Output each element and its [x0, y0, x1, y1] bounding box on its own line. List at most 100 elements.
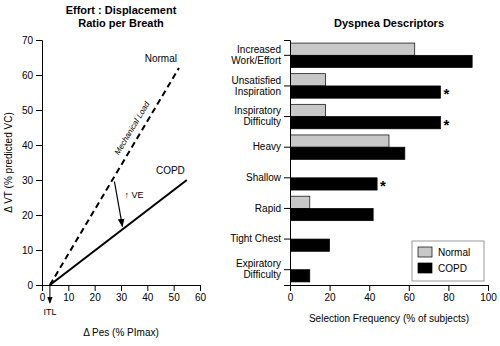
tick-mark — [36, 40, 42, 41]
text-line: Effort : Displacement — [66, 4, 177, 16]
tick: 30 — [22, 175, 42, 186]
annotation: * — [443, 85, 449, 102]
tick: 20 — [22, 210, 42, 221]
tick-label: 70 — [22, 35, 34, 46]
tick-label: 30 — [22, 175, 34, 186]
plot-area — [50, 68, 187, 285]
tick-mark — [147, 285, 148, 291]
annotation: ITL — [43, 307, 56, 317]
bar — [290, 55, 472, 67]
tick-label: UnsatisfiedInspiration — [232, 75, 281, 97]
tick: ExpiratoryDifficulty — [236, 258, 290, 280]
annotation: * — [443, 116, 449, 133]
text-line: Work/Effort — [231, 55, 281, 66]
tick: 60 — [22, 70, 42, 81]
tick-mark — [36, 285, 42, 286]
line — [50, 180, 187, 285]
bar — [290, 208, 373, 220]
tick: 50 — [169, 285, 181, 303]
x-axis: 0 20 40 60 80 100 — [288, 285, 498, 303]
text-line: Ratio per Breath — [78, 17, 164, 29]
x-axis: 0102030405060 — [40, 285, 207, 303]
tick-label: 10 — [22, 245, 34, 256]
legend-frame — [412, 241, 484, 281]
line-label: Normal — [145, 53, 177, 64]
text-line: Expiratory — [236, 258, 281, 269]
bar — [290, 135, 389, 147]
tick-label: Rapid — [255, 203, 281, 214]
annotation-arrow — [114, 182, 122, 227]
tick-mark — [330, 285, 331, 291]
x-axis-title: Selection Frequency (% of subjects) — [309, 313, 469, 324]
tick: Rapid — [255, 203, 290, 214]
text-line: Difficulty — [243, 269, 281, 280]
tick-mark — [409, 285, 410, 291]
bar — [290, 270, 310, 282]
tick-label: InspiratoryDifficulty — [234, 105, 281, 127]
tick: 60 — [404, 285, 416, 303]
tick: 40 — [364, 285, 376, 303]
text-line: Rapid — [255, 203, 281, 214]
tick: 0 — [288, 285, 294, 303]
tick-label: Heavy — [253, 141, 281, 152]
tick: 70 — [22, 35, 42, 46]
line-label: COPD — [156, 165, 185, 176]
bar — [290, 239, 330, 251]
axis-line — [291, 286, 489, 292]
tick-label: 10 — [63, 292, 75, 303]
tick-mark — [36, 75, 42, 76]
tick-mark — [448, 285, 449, 291]
title: Effort : DisplacementRatio per Breath — [66, 4, 177, 29]
tick-label: ExpiratoryDifficulty — [236, 258, 281, 280]
y-axis-title: Δ VT (% predicted VC) — [3, 112, 14, 212]
tick: InspiratoryDifficulty — [234, 105, 290, 127]
tick: 0 — [40, 285, 46, 303]
bar — [290, 147, 405, 159]
tick-mark — [36, 215, 42, 216]
tick-mark — [36, 145, 42, 146]
text-line: Dyspnea Descriptors — [334, 17, 444, 29]
tick-mark — [36, 180, 42, 181]
tick: 10 — [22, 245, 42, 256]
annotation: * — [380, 177, 386, 194]
tick-mark — [284, 85, 290, 86]
tick-mark — [284, 147, 290, 148]
legend-item: COPD — [418, 263, 467, 274]
tick: 10 — [63, 285, 75, 303]
tick-label: Shallow — [246, 172, 282, 183]
axis-line — [43, 286, 201, 292]
annotation: ↑ VE — [124, 190, 143, 200]
tick-label: 60 — [22, 70, 34, 81]
text-line: Inspiration — [235, 86, 281, 97]
tick-mark — [200, 285, 201, 291]
tick: 20 — [325, 285, 337, 303]
tick-label: 0 — [288, 292, 294, 303]
tick-label: 60 — [404, 292, 416, 303]
tick-label: 20 — [22, 210, 34, 221]
tick: 30 — [116, 285, 128, 303]
tick-label: 30 — [116, 292, 128, 303]
tick-mark — [36, 110, 42, 111]
tick-mark — [284, 55, 290, 56]
text-line: Increased — [237, 44, 281, 55]
legend: Normal COPD — [412, 241, 484, 281]
tick: Shallow — [246, 172, 290, 183]
tick-label: 20 — [90, 292, 102, 303]
tick-mark — [284, 177, 290, 178]
bar — [290, 117, 440, 129]
tick-label: IncreasedWork/Effort — [231, 44, 281, 66]
bar — [290, 74, 326, 86]
tick-mark — [488, 285, 489, 291]
legend-label: Normal — [438, 247, 470, 258]
tick-mark — [284, 208, 290, 209]
y-axis: 010203040506070 — [22, 35, 43, 291]
tick: 80 — [443, 285, 455, 303]
tick-label: 20 — [325, 292, 337, 303]
tick-label: 40 — [22, 140, 34, 151]
annotation-arrow — [49, 285, 50, 303]
tick-mark — [284, 239, 290, 240]
text-line: Difficulty — [243, 116, 281, 127]
tick-label: Tight Chest — [230, 233, 281, 244]
text-line: Heavy — [253, 141, 281, 152]
tick-label: 100 — [480, 292, 497, 303]
